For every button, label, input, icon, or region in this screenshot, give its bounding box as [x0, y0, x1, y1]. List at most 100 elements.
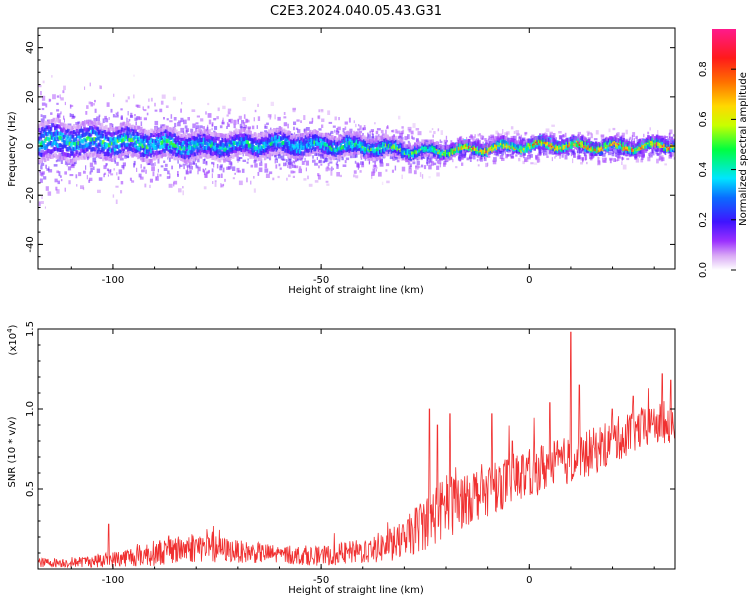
heatmap-cell: [590, 133, 593, 139]
heatmap-cell: [154, 132, 158, 137]
heatmap-cell: [207, 135, 210, 140]
heatmap-cell: [476, 159, 479, 162]
heatmap-cell: [46, 121, 50, 126]
heatmap-cell: [577, 154, 580, 160]
heatmap-cell: [300, 151, 303, 156]
heatmap-cell: [491, 140, 494, 145]
heatmap-cell: [527, 155, 531, 160]
heatmap-cell: [96, 149, 99, 154]
heatmap-cell: [177, 171, 179, 176]
heatmap-cell: [462, 145, 465, 150]
heatmap-cell: [39, 134, 43, 139]
heatmap-cell: [157, 168, 159, 173]
heatmap-cell: [228, 130, 232, 135]
heatmap-cell: [42, 133, 45, 138]
heatmap-cell: [278, 153, 282, 159]
heatmap-cell: [395, 156, 398, 160]
heatmap-cell: [250, 150, 254, 155]
heatmap-cell: [170, 154, 174, 159]
heatmap-cell: [312, 155, 314, 159]
heatmap-cell: [56, 124, 60, 129]
heatmap-cell: [616, 137, 620, 142]
heatmap-cell: [295, 135, 299, 140]
heatmap-cell: [400, 149, 404, 154]
heatmap-cell: [193, 136, 197, 141]
heatmap-cell: [173, 180, 178, 185]
heatmap-cell: [92, 166, 95, 170]
heatmap-cell: [279, 145, 283, 150]
heatmap-cell: [135, 135, 139, 140]
heatmap-cell: [256, 144, 260, 149]
heatmap-cell: [402, 148, 405, 153]
heatmap-cell: [314, 136, 318, 141]
heatmap-cell: [391, 130, 394, 133]
heatmap-cell: [392, 139, 395, 144]
heatmap-cell: [380, 129, 384, 134]
heatmap-cell: [412, 154, 416, 158]
heatmap-cell: [98, 114, 101, 117]
heatmap-cell: [485, 140, 488, 143]
heatmap-cell: [63, 85, 66, 91]
heatmap-cell: [61, 132, 64, 137]
heatmap-cell: [307, 135, 311, 140]
heatmap-cell: [71, 151, 75, 156]
heatmap-cell: [323, 158, 327, 163]
heatmap-cell: [134, 129, 137, 134]
heatmap-cell: [87, 127, 91, 132]
heatmap-cell: [297, 140, 300, 145]
heatmap-cell: [236, 156, 240, 161]
heatmap-cell: [400, 146, 404, 151]
heatmap-cell: [316, 137, 319, 142]
heatmap-cell: [234, 136, 238, 141]
heatmap-cell: [164, 129, 168, 134]
heatmap-cell: [52, 131, 56, 136]
heatmap-cell: [191, 109, 196, 112]
heatmap-cell: [266, 122, 269, 125]
heatmap-cell: [158, 150, 162, 155]
heatmap-cell: [182, 158, 185, 163]
heatmap-cell: [345, 134, 349, 139]
heatmap-cell: [486, 144, 490, 148]
heatmap-cell: [437, 148, 440, 153]
heatmap-cell: [51, 149, 54, 154]
heatmap-cell: [234, 128, 238, 133]
heatmap-cell: [288, 154, 292, 159]
heatmap-cell: [169, 141, 172, 146]
heatmap-cell: [90, 167, 93, 173]
heatmap-cell: [182, 136, 185, 141]
heatmap-cell: [594, 144, 598, 149]
heatmap-cell: [80, 144, 83, 149]
heatmap-cell: [611, 153, 615, 157]
heatmap-cell: [91, 130, 95, 135]
heatmap-cell: [42, 152, 45, 157]
heatmap-cell: [253, 132, 257, 137]
heatmap-cell: [326, 153, 330, 158]
heatmap-cell: [59, 131, 63, 135]
heatmap-cell: [182, 148, 185, 153]
heatmap-cell: [74, 131, 77, 136]
heatmap-cell: [271, 150, 274, 155]
heatmap-cell: [482, 143, 485, 148]
heatmap-cell: [177, 140, 181, 145]
heatmap-cell: [71, 125, 75, 130]
heatmap-cell: [167, 170, 170, 175]
heatmap-cell: [539, 148, 541, 154]
heatmap-cell: [46, 136, 50, 141]
heatmap-cell: [553, 150, 557, 154]
heatmap-cell: [367, 156, 370, 161]
heatmap-cell: [208, 169, 210, 173]
heatmap-cell: [305, 167, 307, 172]
heatmap-cell: [212, 181, 214, 184]
heatmap-cell: [527, 149, 531, 154]
heatmap-cell: [45, 164, 47, 169]
heatmap-cell: [635, 158, 640, 163]
heatmap-cell: [332, 147, 335, 152]
heatmap-cell: [195, 128, 198, 133]
heatmap-cell: [161, 144, 165, 149]
heatmap-cell: [132, 125, 136, 130]
heatmap-cell: [640, 153, 645, 158]
heatmap-cell: [440, 130, 443, 135]
heatmap-cell: [570, 152, 573, 157]
heatmap-cell: [102, 149, 105, 154]
heatmap-cell: [67, 159, 70, 164]
